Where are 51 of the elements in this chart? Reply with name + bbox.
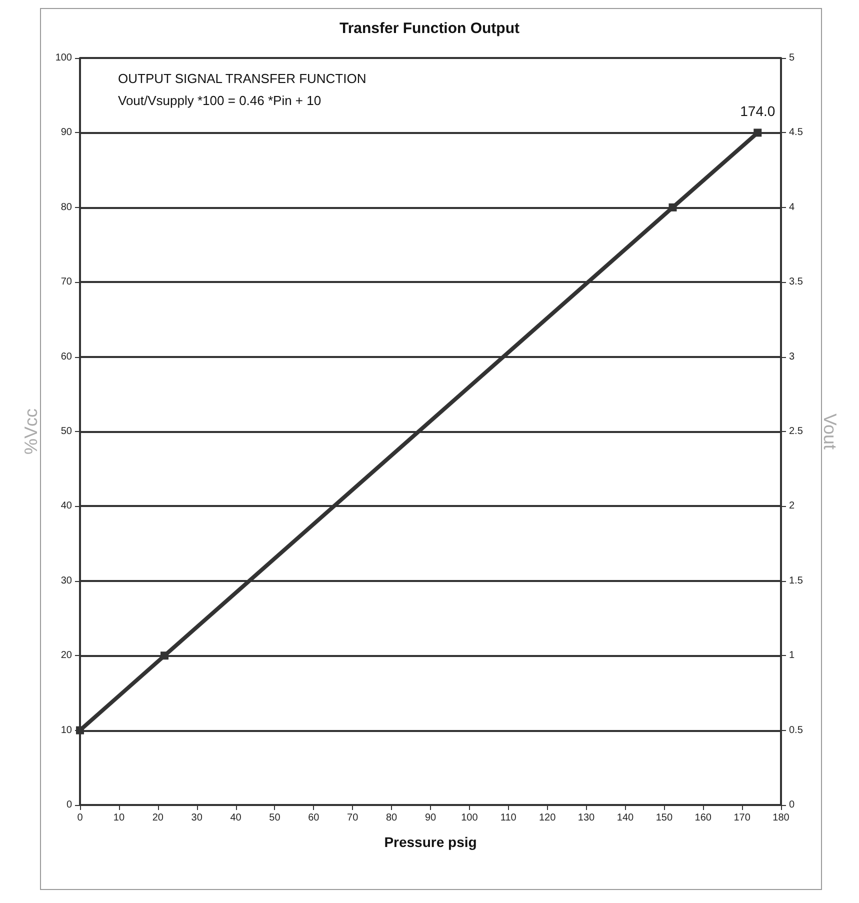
y-tick-label: 100 — [55, 52, 72, 64]
y2-tick-label: 1 — [789, 650, 795, 662]
annotation: Vout/Vsupply *100 = 0.46 *Pin + 10 — [118, 93, 322, 108]
x-tick-label: 20 — [152, 812, 164, 824]
y2-tick-label: 4.5 — [789, 127, 804, 138]
y2-tick-label: 1.5 — [789, 575, 804, 586]
y-tick-label: 40 — [60, 500, 72, 512]
x-tick-label: 80 — [386, 812, 398, 824]
y-tick-label: 50 — [60, 426, 72, 437]
y2-tick-label: 2.5 — [789, 426, 804, 437]
point — [754, 128, 762, 137]
x-tick-label: 60 — [308, 812, 320, 824]
y2-tick-label: 3 — [789, 351, 795, 362]
annotation: 174.0 — [740, 103, 776, 120]
x-tick-label: 180 — [772, 812, 790, 824]
x-tick-label: 30 — [191, 812, 203, 824]
y-tick-label: 20 — [60, 650, 72, 662]
x-tick-label: 160 — [694, 812, 712, 824]
chart-title: Transfer Function Output — [340, 20, 520, 37]
x-tick-label: 100 — [461, 812, 478, 824]
annotation: OUTPUT SIGNAL TRANSFER FUNCTION — [118, 71, 366, 86]
x-tick-label: 150 — [656, 812, 673, 824]
y-tick-label: 80 — [60, 202, 72, 213]
x-tick-label: 130 — [578, 812, 596, 824]
x-tick-label: 70 — [347, 812, 359, 824]
y2-tick-label: 4 — [789, 202, 795, 213]
x-tick-label: 50 — [269, 812, 281, 824]
y2-axis-title: Vout — [820, 413, 840, 450]
x-axis-title: Pressure psig — [384, 834, 477, 850]
x-tick-label: 10 — [113, 812, 125, 824]
y-axis-title: %Vcc — [21, 408, 41, 455]
y2-tick-label: 5 — [789, 52, 795, 64]
y2-tick-label: 0 — [789, 800, 795, 810]
x-tick-label: 120 — [538, 812, 556, 824]
x-tick-label: 170 — [734, 812, 751, 824]
y2-tick-label: 2 — [789, 500, 795, 512]
point — [668, 203, 677, 212]
point — [160, 652, 169, 660]
x-tick-label: 40 — [230, 812, 242, 824]
y-tick-label: 90 — [60, 127, 72, 138]
y-tick-label: 60 — [60, 351, 72, 362]
x-tick-label: 110 — [500, 812, 517, 824]
x-tick-label: 0 — [77, 812, 84, 824]
y-tick-label: 30 — [60, 575, 72, 586]
y-tick-label: 70 — [60, 276, 72, 288]
y-tick-label: 0 — [66, 800, 72, 810]
y2-tick-label: 3.5 — [789, 276, 804, 288]
y2-tick-label: 0.5 — [789, 724, 804, 736]
x-tick-label: 90 — [424, 812, 436, 824]
x-tick-label: 140 — [616, 812, 634, 824]
y-tick-label: 10 — [60, 724, 72, 736]
